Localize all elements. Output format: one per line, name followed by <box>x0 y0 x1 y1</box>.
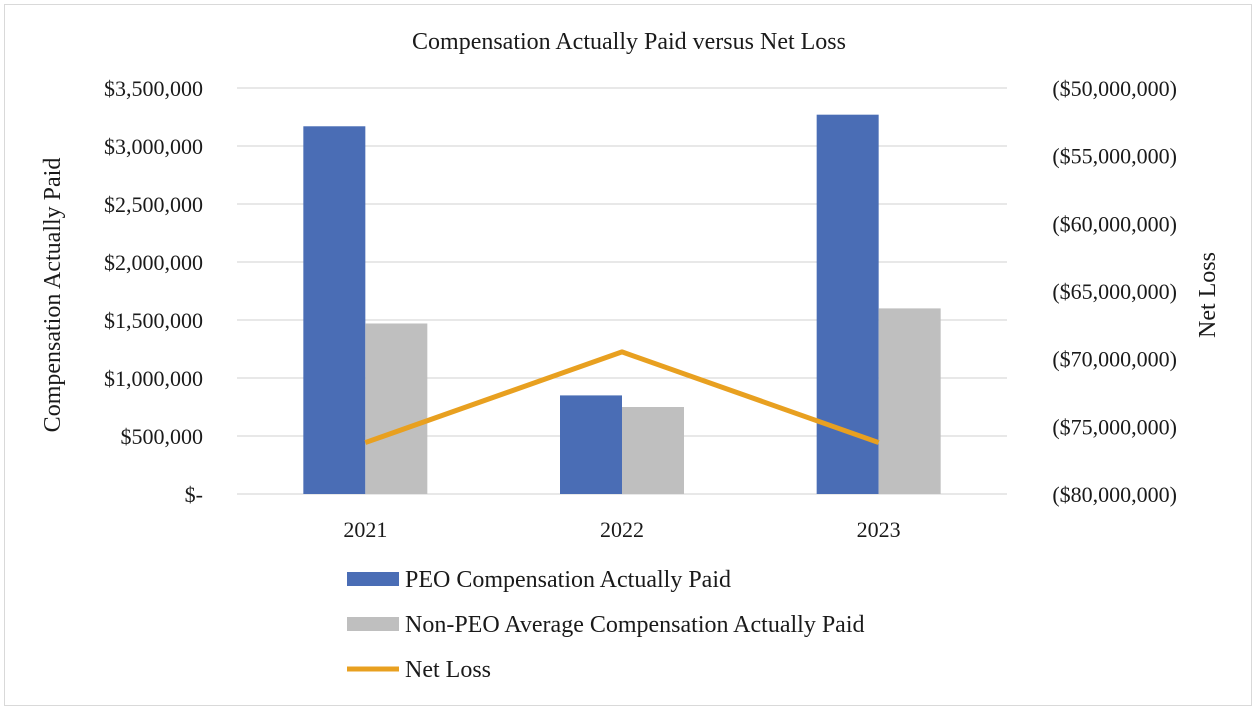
x-tick-label: 2023 <box>857 517 901 542</box>
y-tick-label: $- <box>185 482 203 507</box>
y2-tick-label: ($70,000,000) <box>1052 347 1177 372</box>
x-tick-label: 2021 <box>343 517 387 542</box>
y-tick-label: $3,000,000 <box>104 134 203 159</box>
legend-label: PEO Compensation Actually Paid <box>405 567 731 593</box>
legend-label: Non-PEO Average Compensation Actually Pa… <box>405 612 864 638</box>
legend-label: Net Loss <box>405 657 491 683</box>
x-tick-label: 2022 <box>600 517 644 542</box>
y-tick-label: $2,500,000 <box>104 192 203 217</box>
y2-tick-label: ($50,000,000) <box>1052 76 1177 101</box>
chart-canvas: Compensation Actually Paid versus Net Lo… <box>40 29 1221 683</box>
bars <box>303 114 941 495</box>
y-tick-label: $500,000 <box>121 424 204 449</box>
y2-tick-label: ($75,000,000) <box>1052 414 1177 439</box>
y2-tick-label: ($55,000,000) <box>1052 144 1177 169</box>
y-tick-label: $1,000,000 <box>104 366 203 391</box>
non-peo-bar-2023 <box>878 308 941 494</box>
legend-swatch <box>347 617 399 631</box>
legend-swatch <box>347 572 399 586</box>
y-axis-title: Compensation Actually Paid <box>40 158 66 433</box>
chart-title: Compensation Actually Paid versus Net Lo… <box>412 29 846 55</box>
y2-tick-label: ($65,000,000) <box>1052 279 1177 304</box>
legend: PEO Compensation Actually Paid Non-PEO Av… <box>347 567 864 683</box>
non-peo-bar-2022 <box>622 407 684 494</box>
y2-axis-title: Net Loss <box>1195 252 1221 338</box>
non-peo-bar-2021 <box>365 323 428 494</box>
left-axis-ticks: $- $500,000 $1,000,000 $1,500,000 $2,000,000… <box>104 76 203 507</box>
net-loss-line-group <box>364 349 880 445</box>
right-axis-ticks: ($80,000,000) ($75,000,000) ($70,000,000) (… <box>1052 76 1177 507</box>
y2-tick-label: ($80,000,000) <box>1052 482 1177 507</box>
chart-frame: Compensation Actually Paid versus Net Lo… <box>4 4 1252 706</box>
peo-bar-2021 <box>303 126 366 494</box>
y2-tick-label: ($60,000,000) <box>1052 211 1177 236</box>
y-tick-label: $2,000,000 <box>104 250 203 275</box>
y-tick-label: $3,500,000 <box>104 76 203 101</box>
x-axis-ticks: 2021 2022 2023 <box>343 517 900 542</box>
y-tick-label: $1,500,000 <box>104 308 203 333</box>
peo-bar-2022 <box>560 395 622 494</box>
